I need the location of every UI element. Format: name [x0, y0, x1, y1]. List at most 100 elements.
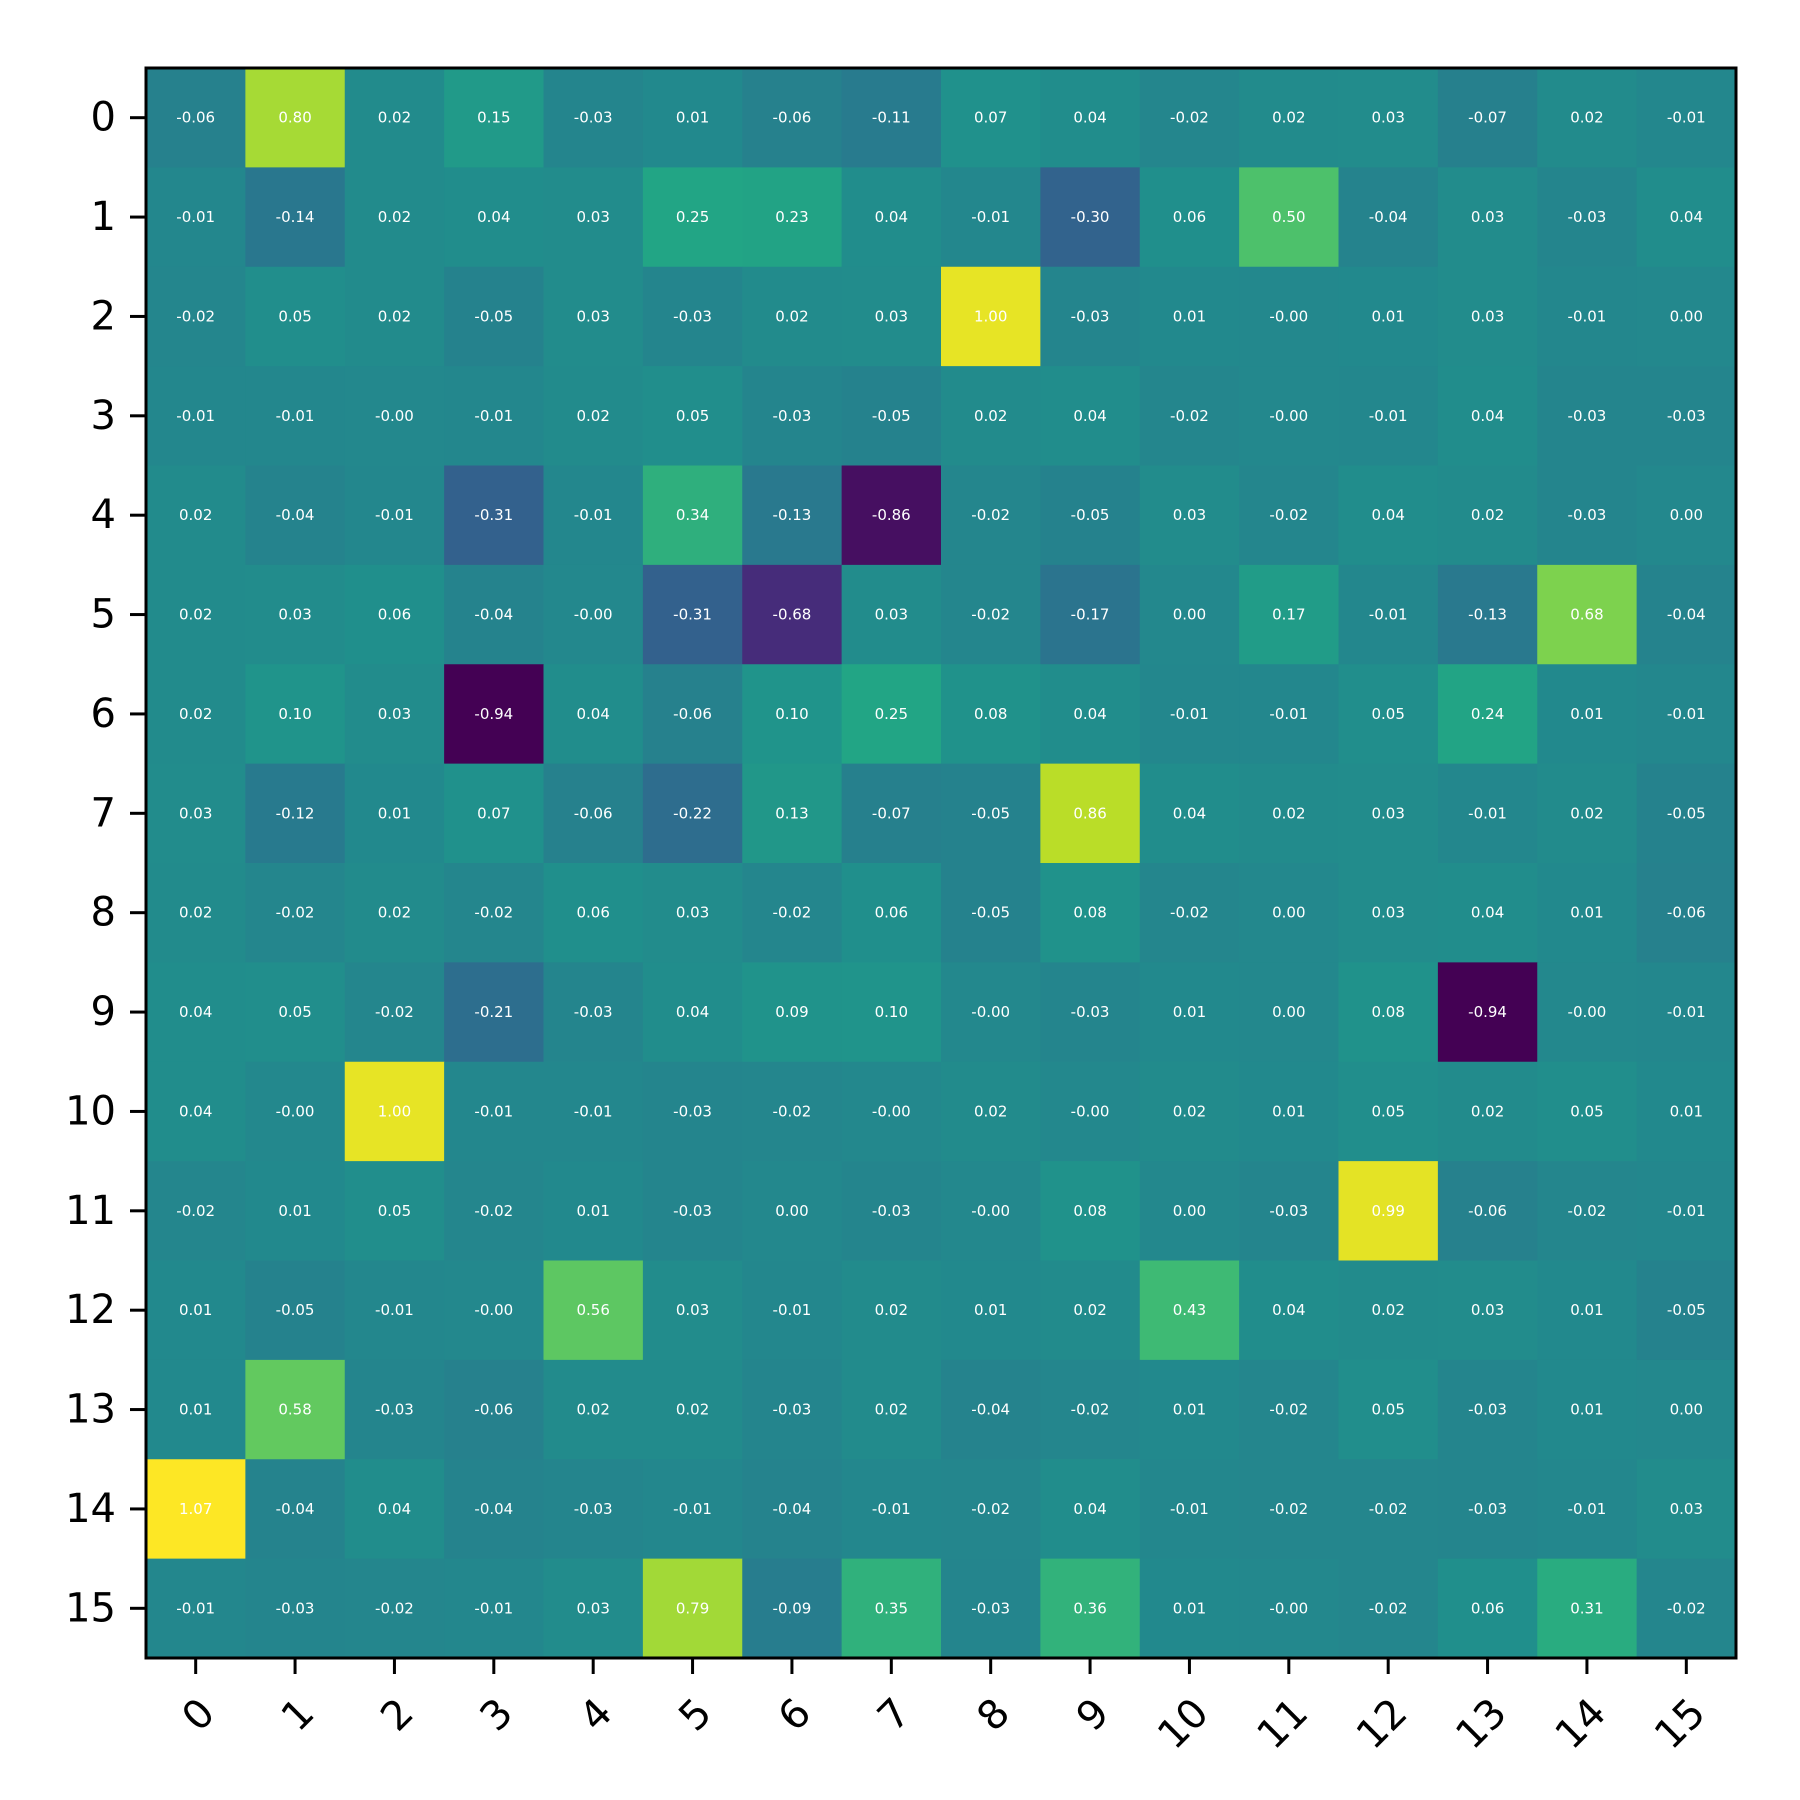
- x-axis: 0 1 2 3 4 5 6 7 8 9 10 11 12 13 14 15: [173, 1658, 1715, 1758]
- heatmap-cell-r6-c2: [344, 664, 445, 765]
- heatmap-cell-r7-c0: [146, 763, 246, 864]
- cell-value-r8-c12: 0.03: [1371, 904, 1404, 922]
- heatmap-cell-r4-c14: [1537, 465, 1638, 566]
- heatmap-cell-r11-c2: [344, 1161, 445, 1261]
- heatmap-cell-r2-c4: [543, 266, 644, 367]
- y-tick-label-11: 11: [65, 1188, 116, 1234]
- cell-value-r13-c3: -0.06: [474, 1401, 513, 1419]
- cell-value-r9-c4: -0.03: [574, 1003, 613, 1021]
- cell-value-r13-c13: -0.03: [1468, 1401, 1507, 1419]
- cell-value-r8-c10: -0.02: [1170, 904, 1209, 922]
- heatmap-cell-r13-c10: [1139, 1359, 1240, 1460]
- cell-value-r12-c12: 0.02: [1371, 1301, 1404, 1319]
- cell-value-r12-c5: 0.03: [676, 1301, 709, 1319]
- cell-value-r1-c8: -0.01: [971, 208, 1010, 226]
- cell-value-r12-c8: 0.01: [974, 1301, 1007, 1319]
- y-tick-label-6: 6: [91, 691, 116, 737]
- y-tick-label-15: 15: [65, 1585, 116, 1631]
- cell-value-r6-c15: -0.01: [1667, 705, 1706, 723]
- heatmap-cell-r5-c14: [1537, 564, 1638, 665]
- heatmap-cell-r10-c12: [1338, 1061, 1439, 1162]
- cell-value-r2-c13: 0.03: [1471, 307, 1504, 325]
- cell-value-r0-c8: 0.07: [974, 109, 1007, 127]
- heatmap-cell-r9-c10: [1139, 962, 1240, 1063]
- heatmap-cell-r12-c8: [941, 1260, 1041, 1361]
- heatmap-cell-r1-c1: [245, 167, 346, 268]
- cell-value-r3-c13: 0.04: [1471, 407, 1504, 425]
- heatmap-cell-r5-c1: [245, 564, 346, 665]
- heatmap-cell-r14-c9: [1040, 1459, 1141, 1560]
- heatmap-cell-r5-c3: [444, 564, 544, 665]
- cell-value-r3-c10: -0.02: [1170, 407, 1209, 425]
- heatmap-cell-r1-c14: [1537, 167, 1638, 268]
- cell-value-r13-c11: -0.02: [1269, 1401, 1308, 1419]
- heatmap-cell-r2-c0: [146, 266, 246, 367]
- heatmap-cell-r2-c10: [1139, 266, 1240, 367]
- heatmap-cell-r10-c2: [344, 1061, 445, 1162]
- heatmap-cell-r1-c5: [642, 167, 743, 268]
- cell-value-r2-c14: -0.01: [1568, 307, 1607, 325]
- cell-value-r4-c13: 0.02: [1471, 506, 1504, 524]
- cell-value-r10-c4: -0.01: [574, 1102, 613, 1120]
- y-tick-label-9: 9: [91, 989, 116, 1035]
- cell-value-r3-c14: -0.03: [1568, 407, 1607, 425]
- heatmap-cell-r0-c10: [1139, 68, 1240, 168]
- heatmap-cell-r3-c13: [1437, 366, 1538, 466]
- cell-value-r11-c3: -0.02: [474, 1202, 513, 1220]
- cell-value-r5-c11: 0.17: [1272, 606, 1305, 624]
- heatmap-cell-r7-c2: [344, 763, 445, 864]
- heatmap-cell-r12-c4: [543, 1260, 644, 1361]
- cell-value-r13-c14: 0.01: [1570, 1401, 1603, 1419]
- heatmap-cell-r1-c13: [1437, 167, 1538, 268]
- cell-value-r7-c5: -0.22: [673, 804, 712, 822]
- heatmap-cell-r12-c15: [1636, 1260, 1737, 1361]
- heatmap-cell-r3-c1: [245, 366, 346, 466]
- cell-value-r2-c0: -0.02: [176, 307, 215, 325]
- cell-value-r8-c0: 0.02: [179, 904, 212, 922]
- cell-value-r2-c5: -0.03: [673, 307, 712, 325]
- heatmap-cell-r10-c7: [841, 1061, 942, 1162]
- cell-value-r13-c1: 0.58: [278, 1401, 311, 1419]
- heatmap-cell-r11-c3: [444, 1161, 544, 1261]
- heatmap-cell-r1-c15: [1636, 167, 1737, 268]
- heatmap-cell-r10-c13: [1437, 1061, 1538, 1162]
- cell-value-r4-c0: 0.02: [179, 506, 212, 524]
- cell-value-r1-c1: -0.14: [276, 208, 315, 226]
- heatmap-cell-r4-c7: [841, 465, 942, 566]
- heatmap-cell-r15-c15: [1636, 1558, 1737, 1659]
- cell-value-r0-c10: -0.02: [1170, 109, 1209, 127]
- cell-value-r14-c15: 0.03: [1670, 1500, 1703, 1518]
- cell-value-r7-c3: 0.07: [477, 804, 510, 822]
- heatmap-cell-r14-c5: [642, 1459, 743, 1560]
- heatmap-cell-r1-c8: [941, 167, 1041, 268]
- cell-value-r0-c12: 0.03: [1371, 109, 1404, 127]
- y-tick-label-12: 12: [65, 1287, 116, 1333]
- cell-value-r6-c4: 0.04: [576, 705, 609, 723]
- heatmap-cell-r10-c0: [146, 1061, 246, 1162]
- heatmap-cell-r11-c15: [1636, 1161, 1737, 1261]
- heatmap-cell-r15-c11: [1239, 1558, 1339, 1659]
- cell-value-r14-c9: 0.04: [1073, 1500, 1106, 1518]
- heatmap-cell-r15-c8: [941, 1558, 1041, 1659]
- heatmap-cell-r4-c12: [1338, 465, 1439, 566]
- heatmap-cell-r0-c12: [1338, 68, 1439, 168]
- heatmap-cell-r15-c2: [344, 1558, 445, 1659]
- heatmap-cell-r6-c6: [742, 664, 843, 765]
- cell-value-r8-c11: 0.00: [1272, 904, 1305, 922]
- cell-value-r15-c5: 0.79: [676, 1599, 709, 1617]
- cell-value-r11-c2: 0.05: [378, 1202, 411, 1220]
- heatmap-cell-r15-c4: [543, 1558, 644, 1659]
- heatmap-cell-r14-c8: [941, 1459, 1041, 1560]
- cell-value-r7-c10: 0.04: [1173, 804, 1206, 822]
- cell-value-r2-c6: 0.02: [775, 307, 808, 325]
- heatmap-cell-r13-c12: [1338, 1359, 1439, 1460]
- heatmap-cell-r6-c4: [543, 664, 644, 765]
- heatmap-cell-r9-c12: [1338, 962, 1439, 1063]
- heatmap-cell-r7-c15: [1636, 763, 1737, 864]
- heatmap-cell-r5-c6: [742, 564, 843, 665]
- cell-value-r5-c2: 0.06: [378, 606, 411, 624]
- cell-value-r8-c13: 0.04: [1471, 904, 1504, 922]
- heatmap-cell-r9-c1: [245, 962, 346, 1063]
- cell-value-r13-c10: 0.01: [1173, 1401, 1206, 1419]
- heatmap-cell-r11-c13: [1437, 1161, 1538, 1261]
